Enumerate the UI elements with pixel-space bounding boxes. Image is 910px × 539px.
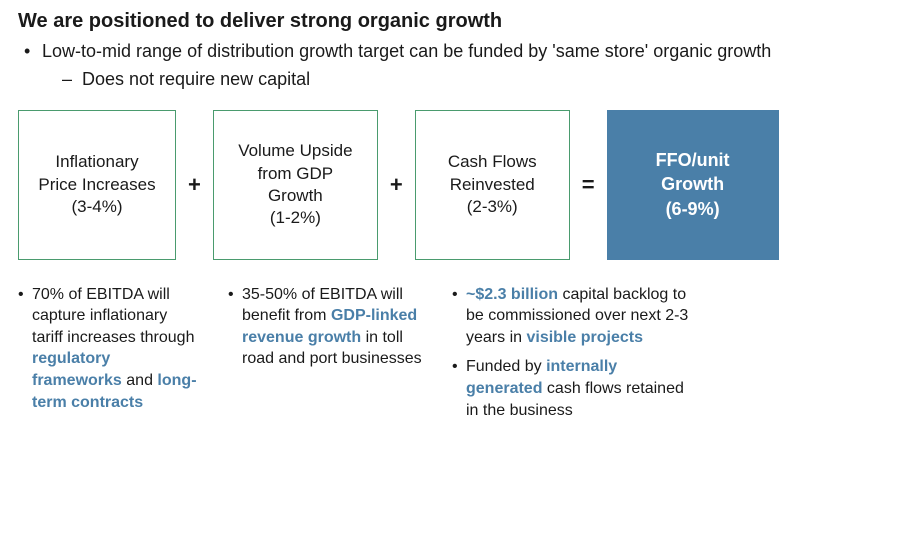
- operator-plus-2: +: [378, 110, 415, 260]
- box2-line1: Volume Upside: [238, 140, 352, 162]
- box-inflationary: Inflationary Price Increases (3-4%): [18, 110, 176, 260]
- col3a-h1: ~$2.3 billion: [466, 286, 558, 303]
- equation-row: Inflationary Price Increases (3-4%) + Vo…: [18, 110, 892, 260]
- box3-line3: (2-3%): [467, 196, 518, 218]
- col3-bullet-a: ~$2.3 billion capital backlog to be comm…: [452, 284, 692, 349]
- box1-line3: (3-4%): [71, 196, 122, 218]
- box2-line2: from GDP: [258, 163, 334, 185]
- bullet-level-2: Does not require new capital: [18, 67, 892, 91]
- page-title: We are positioned to deliver strong orga…: [18, 10, 892, 33]
- box1-line1: Inflationary: [55, 151, 138, 173]
- detail-col-3: ~$2.3 billion capital backlog to be comm…: [452, 284, 692, 430]
- detail-columns: 70% of EBITDA will capture inflationary …: [18, 284, 892, 430]
- col1-h1: regulatory frameworks: [32, 350, 122, 389]
- col1-t2: and: [122, 372, 158, 389]
- box4-line1: FFO/unit: [656, 148, 730, 172]
- box-cash-flows: Cash Flows Reinvested (2-3%): [415, 110, 570, 260]
- box3-line2: Reinvested: [450, 174, 535, 196]
- box2-line3: Growth: [268, 185, 323, 207]
- box4-line3: (6-9%): [666, 197, 720, 221]
- col3b-t1: Funded by: [466, 358, 546, 375]
- col2-bullet: 35-50% of EBITDA will benefit from GDP-l…: [228, 284, 424, 370]
- bullet-level-1: Low-to-mid range of distribution growth …: [18, 39, 892, 63]
- operator-equals: =: [570, 110, 607, 260]
- col1-bullet: 70% of EBITDA will capture inflationary …: [18, 284, 200, 414]
- box-ffo-growth: FFO/unit Growth (6-9%): [607, 110, 779, 260]
- col3a-h2: visible projects: [526, 329, 643, 346]
- box1-line2: Price Increases: [38, 174, 155, 196]
- box4-line2: Growth: [661, 172, 724, 196]
- box3-line1: Cash Flows: [448, 151, 537, 173]
- detail-col-1: 70% of EBITDA will capture inflationary …: [18, 284, 200, 422]
- col3-bullet-b: Funded by internally generated cash flow…: [452, 356, 692, 421]
- box2-line4: (1-2%): [270, 207, 321, 229]
- detail-col-2: 35-50% of EBITDA will benefit from GDP-l…: [228, 284, 424, 378]
- operator-plus-1: +: [176, 110, 213, 260]
- box-volume-upside: Volume Upside from GDP Growth (1-2%): [213, 110, 378, 260]
- col1-t1: 70% of EBITDA will capture inflationary …: [32, 286, 194, 346]
